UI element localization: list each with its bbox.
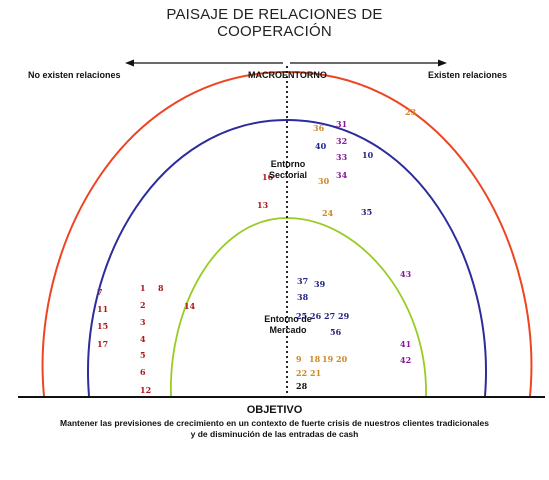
relation-number-27: 27 — [324, 311, 335, 321]
relation-number-3: 3 — [140, 317, 146, 327]
objective-heading: OBJETIVO — [246, 404, 303, 416]
relation-number-42: 42 — [400, 355, 411, 365]
relation-number-16: 16 — [262, 172, 274, 182]
relation-number-23: 23 — [405, 107, 417, 117]
relation-number-31: 31 — [336, 119, 347, 129]
mercado-arc — [170, 217, 427, 397]
relation-number-41: 41 — [400, 339, 411, 349]
relation-number-32: 32 — [336, 136, 347, 146]
label-entorno-sectorial: Entorno Sectorial — [268, 159, 308, 180]
relation-number-21: 21 — [310, 368, 321, 378]
relation-number-13: 13 — [257, 200, 269, 210]
relation-number-12: 12 — [140, 385, 151, 395]
relation-number-22: 22 — [296, 368, 307, 378]
relation-number-7: 7 — [97, 287, 103, 297]
relation-number-15: 15 — [97, 321, 108, 331]
relation-number-29: 29 — [338, 311, 350, 321]
relation-number-28: 28 — [296, 381, 308, 391]
relation-number-37: 37 — [297, 276, 308, 286]
relation-number-34: 34 — [336, 170, 348, 180]
relation-number-33: 33 — [336, 152, 348, 162]
relation-number-56: 56 — [330, 327, 342, 337]
relation-number-6: 6 — [140, 367, 146, 377]
diagram-title-line1: PAISAJE DE RELACIONES DE — [166, 6, 383, 23]
relation-number-4: 4 — [140, 334, 146, 344]
label-no-relations: No existen relaciones — [28, 70, 121, 80]
relation-number-30: 30 — [318, 176, 330, 186]
relation-number-24: 24 — [322, 208, 334, 218]
relation-number-8: 8 — [158, 283, 164, 293]
relation-number-40: 40 — [315, 141, 327, 151]
relation-number-43: 43 — [400, 269, 412, 279]
label-entorno-mercado: Entorno de Mercado — [264, 314, 312, 335]
relation-number-5: 5 — [140, 350, 146, 360]
relation-number-17: 17 — [97, 339, 108, 349]
label-relations: Existen relaciones — [428, 70, 508, 80]
relation-number-35: 35 — [361, 207, 372, 217]
relation-number-9: 9 — [296, 354, 302, 364]
relation-number-2: 2 — [140, 300, 146, 310]
relation-number-10: 10 — [362, 150, 374, 160]
label-macroentorno: MACROENTORNO — [248, 70, 327, 80]
relation-number-20: 20 — [336, 354, 348, 364]
diagram-title-line2: COOPERACIÓN — [217, 23, 332, 40]
objective-text: Mantener las previsiones de crecimiento … — [60, 418, 489, 439]
left-arrow — [125, 59, 283, 67]
relation-number-38: 38 — [297, 292, 309, 302]
right-arrow — [290, 59, 447, 67]
relation-number-18: 18 — [309, 354, 321, 364]
relation-number-39: 39 — [314, 279, 326, 289]
relation-number-26: 26 — [310, 311, 322, 321]
relation-number-1: 1 — [140, 283, 146, 293]
sectorial-arc — [87, 118, 487, 397]
relation-number-14: 14 — [184, 301, 196, 311]
relation-number-36: 36 — [313, 123, 325, 133]
relation-number-11: 11 — [97, 304, 108, 314]
relation-number-25: 25 — [296, 311, 307, 321]
relation-number-19: 19 — [322, 354, 334, 364]
